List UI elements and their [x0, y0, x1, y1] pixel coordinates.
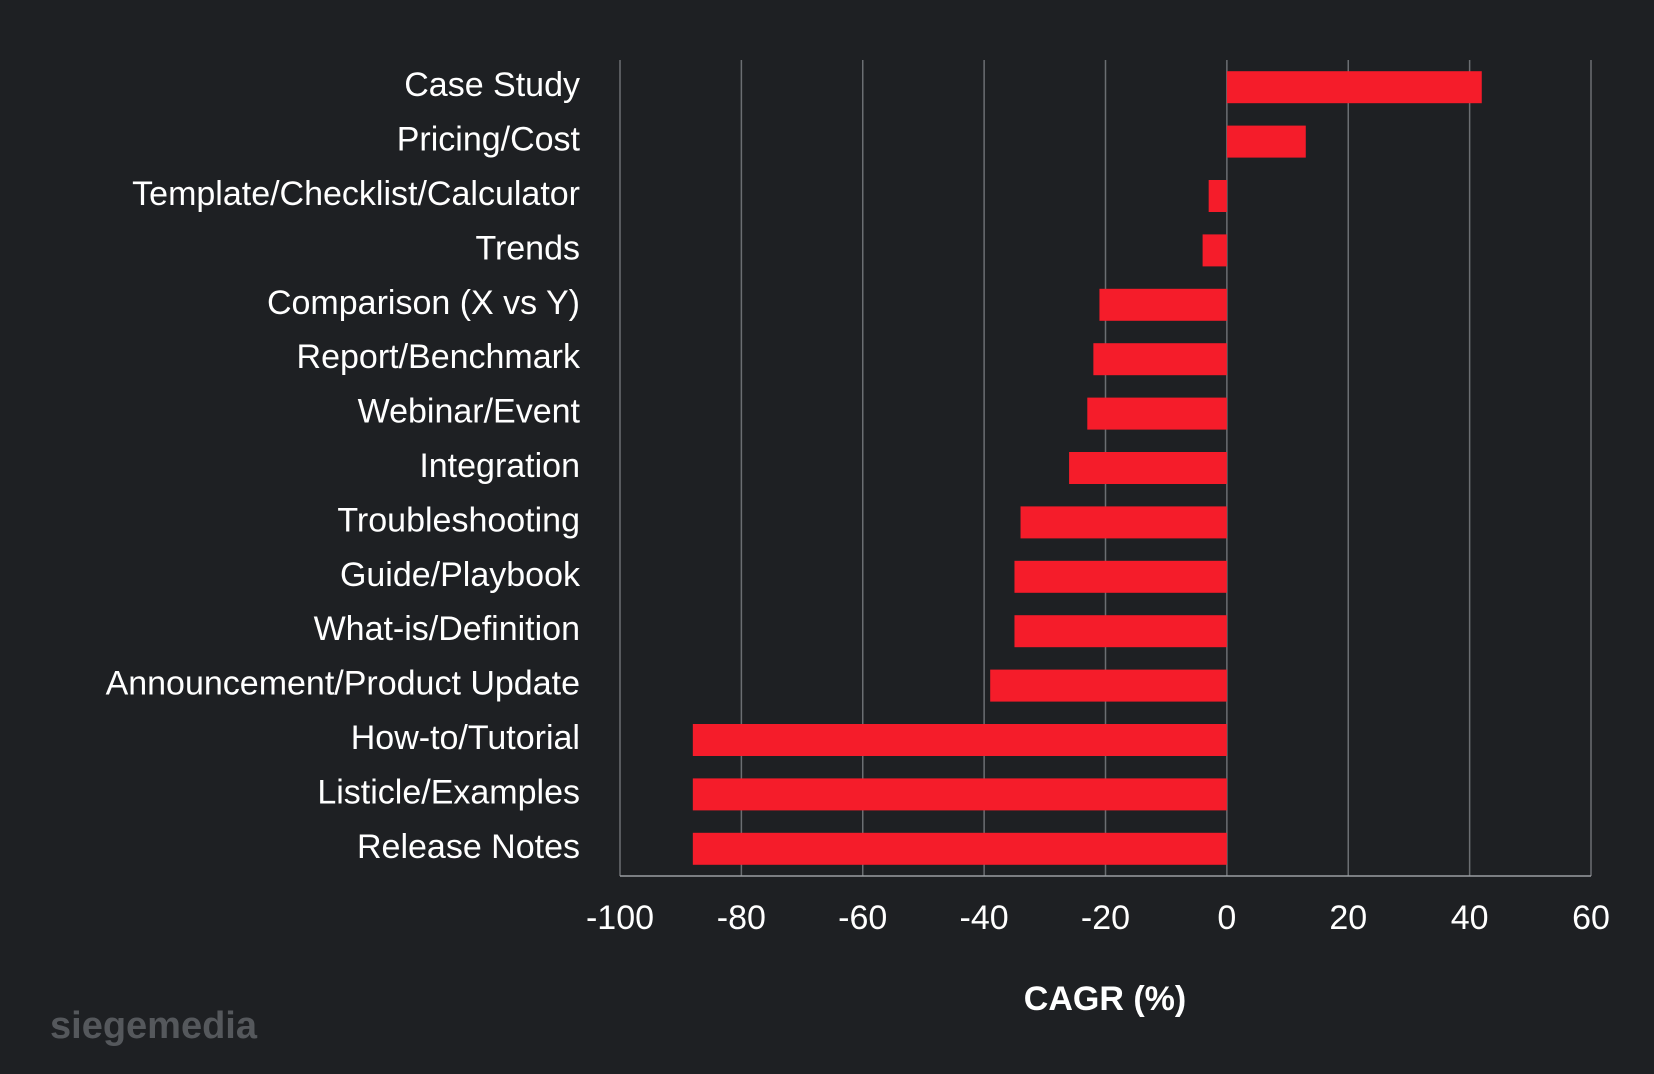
y-tick-label: Integration [419, 447, 580, 485]
bar [1087, 397, 1227, 430]
bar [1093, 343, 1227, 376]
x-axis-title: CAGR (%) [1024, 980, 1186, 1018]
x-tick-label: -20 [1081, 899, 1130, 937]
y-tick-label: Webinar/Event [358, 393, 581, 431]
x-tick-label: 20 [1329, 899, 1367, 937]
y-tick-label: What-is/Definition [314, 610, 580, 648]
y-tick-label: Case Study [404, 66, 580, 104]
x-tick-label: 0 [1217, 899, 1236, 937]
y-tick-label: Guide/Playbook [340, 556, 581, 594]
bar [692, 724, 1227, 756]
x-tick-label: -100 [586, 899, 654, 937]
bar [1020, 506, 1227, 539]
x-tick-label: -80 [717, 899, 766, 937]
y-tick-label: Release Notes [357, 828, 580, 866]
bar [1226, 125, 1306, 158]
bar [1226, 71, 1482, 104]
bar [692, 778, 1227, 811]
y-tick-label: Troubleshooting [337, 501, 580, 539]
bar [1014, 615, 1227, 648]
watermark: siegemedia [50, 1005, 258, 1047]
y-tick-label: Listicle/Examples [317, 773, 580, 811]
bar [1202, 234, 1227, 267]
y-tick-label: Comparison (X vs Y) [267, 284, 580, 322]
bar [1014, 560, 1227, 593]
y-tick-label: Report/Benchmark [297, 338, 581, 376]
bar [1208, 180, 1227, 212]
x-tick-label: -40 [960, 899, 1009, 937]
bar [692, 832, 1227, 865]
y-tick-label: Pricing/Cost [397, 121, 581, 159]
x-tick-label: 40 [1451, 899, 1489, 937]
y-tick-label: How-to/Tutorial [351, 719, 580, 757]
x-tick-label: -60 [838, 899, 887, 937]
bar [990, 669, 1227, 702]
x-tick-label: 60 [1572, 899, 1610, 937]
y-tick-label: Trends [475, 229, 580, 267]
bar [1069, 452, 1227, 484]
y-tick-label: Announcement/Product Update [106, 665, 580, 703]
y-tick-label: Template/Checklist/Calculator [132, 175, 580, 213]
bar [1099, 288, 1227, 321]
